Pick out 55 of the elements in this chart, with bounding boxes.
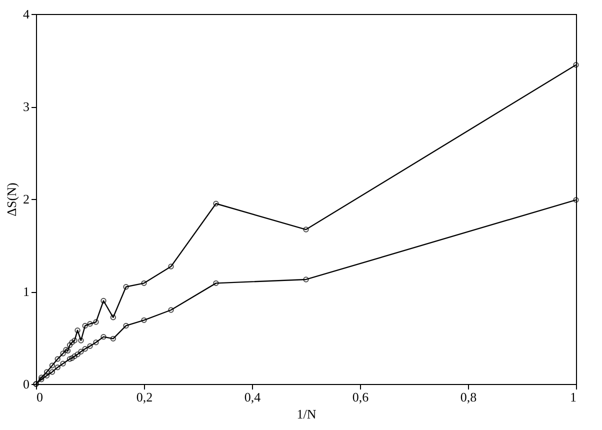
point [66, 342, 73, 348]
point [141, 317, 147, 324]
point [66, 356, 73, 362]
point [72, 353, 78, 360]
point [100, 334, 106, 340]
point [110, 336, 116, 342]
point [141, 280, 147, 286]
y-tick-label: 4 [23, 6, 30, 22]
point [93, 319, 99, 325]
y-tick-label: 0 [23, 376, 30, 392]
point [82, 322, 88, 329]
point [49, 362, 56, 368]
point [44, 369, 50, 375]
x-axis-title: 1/N [296, 406, 317, 422]
point [93, 340, 99, 346]
x-tick-label: 0,2 [136, 390, 153, 404]
point [63, 346, 69, 353]
point [49, 369, 56, 375]
point [74, 328, 80, 334]
point [78, 348, 84, 354]
x-tick-label: 0,6 [352, 390, 370, 404]
point [213, 200, 219, 206]
point [123, 322, 129, 329]
point [64, 348, 71, 354]
point [74, 352, 80, 358]
point [87, 343, 93, 349]
y-axis-title: ΔS(N) [4, 182, 19, 216]
point [168, 264, 174, 270]
point [82, 346, 88, 352]
x-tick-label: 0,4 [244, 390, 262, 404]
x-tick-label: 1 [570, 390, 576, 404]
y-tick-label: 2 [23, 192, 30, 206]
point [44, 372, 50, 379]
point [303, 276, 309, 282]
point [69, 340, 75, 346]
point [123, 284, 129, 290]
point [78, 338, 84, 344]
point [87, 321, 93, 327]
point [54, 356, 60, 362]
point [110, 314, 116, 320]
point [54, 364, 60, 370]
point [69, 355, 75, 361]
point [38, 374, 44, 380]
point [303, 226, 309, 232]
point [100, 298, 106, 304]
point [38, 376, 44, 382]
point [60, 360, 66, 366]
point [72, 338, 78, 344]
point [168, 307, 174, 313]
x-tick-label: 0,8 [460, 390, 477, 404]
y-tick-label: 1 [23, 284, 30, 299]
y-tick-label: 3 [23, 99, 30, 114]
point [213, 280, 219, 286]
x-tick-label: 0 [36, 390, 43, 404]
point [60, 350, 66, 356]
